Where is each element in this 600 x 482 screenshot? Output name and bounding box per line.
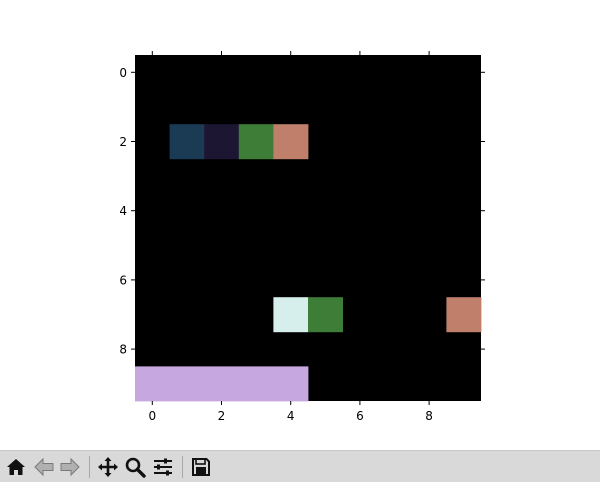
heatmap-cells [135, 124, 482, 402]
y-tick-label: 4 [119, 204, 127, 218]
axis-ticks: 0 2 4 6 8 0 2 4 6 8 [119, 51, 485, 423]
heatmap-cell [238, 366, 274, 402]
save-button[interactable] [189, 455, 213, 479]
y-tick-label: 6 [119, 273, 127, 287]
navigation-toolbar [0, 450, 600, 482]
heatmap-cell [273, 366, 309, 402]
y-tick-label: 8 [119, 343, 127, 357]
forward-button[interactable] [58, 455, 82, 479]
x-tick-label: 8 [425, 409, 433, 423]
plot-background [135, 55, 481, 401]
save-disk-icon [192, 458, 210, 476]
zoom-button[interactable] [123, 455, 147, 479]
x-tick-label: 2 [218, 409, 226, 423]
configure-subplots-button[interactable] [151, 455, 175, 479]
heatmap-cell [169, 124, 205, 160]
x-tick-label: 0 [148, 409, 156, 423]
heatmap-cell [169, 366, 205, 402]
y-tick-label: 2 [119, 135, 127, 149]
toolbar-separator [182, 456, 183, 478]
figure-canvas: 0 2 4 6 8 0 2 4 6 8 [119, 51, 485, 423]
heatmap-cell [204, 366, 240, 402]
forward-arrow-icon [60, 457, 80, 477]
x-tick-label: 6 [356, 409, 364, 423]
configure-subplots-icon [154, 458, 172, 476]
heatmap-plot: 0 2 4 6 8 0 2 4 6 8 [119, 51, 485, 423]
home-icon [7, 459, 25, 475]
toolbar-separator [89, 456, 90, 478]
pan-button[interactable] [96, 455, 120, 479]
back-button[interactable] [32, 455, 56, 479]
heatmap-cell [204, 124, 240, 160]
zoom-magnifier-icon [125, 457, 146, 478]
heatmap-cell [238, 124, 274, 160]
x-tick-label: 4 [287, 409, 295, 423]
pan-move-icon [98, 457, 118, 477]
heatmap-cell [273, 124, 309, 160]
heatmap-cell [273, 297, 309, 333]
back-arrow-icon [34, 457, 54, 477]
heatmap-cell [308, 297, 343, 333]
y-tick-label: 0 [119, 66, 127, 80]
heatmap-cell [135, 366, 170, 402]
heatmap-cell [446, 297, 482, 333]
home-button[interactable] [4, 455, 28, 479]
